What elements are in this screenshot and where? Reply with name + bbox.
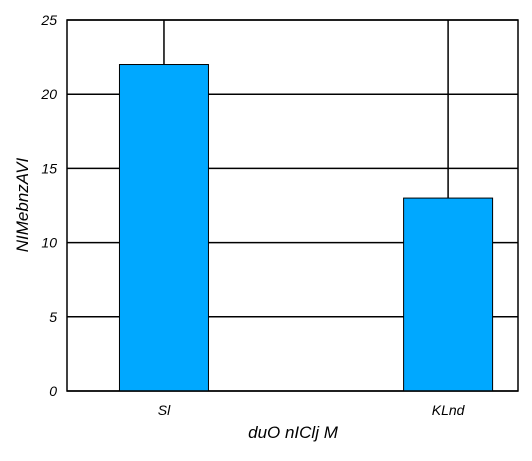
y-tick-label: 10 xyxy=(41,235,57,251)
bar-klnd xyxy=(403,197,494,392)
y-tick-label: 20 xyxy=(40,86,57,102)
bar-sl xyxy=(118,64,209,392)
x-tick-label: KLnd xyxy=(432,402,466,418)
y-tick-label: 15 xyxy=(41,160,57,176)
x-tick-label: Sl xyxy=(158,402,171,418)
x-tick-labels: Sl KLnd xyxy=(158,402,466,418)
y-tick-label: 25 xyxy=(40,12,57,28)
y-tick-label: 5 xyxy=(49,309,57,325)
y-tick-labels: 0 5 10 15 20 25 xyxy=(40,12,57,399)
plot-frame xyxy=(66,19,519,392)
plot-border xyxy=(66,19,519,392)
bars xyxy=(118,64,494,392)
y-tick-label: 0 xyxy=(49,383,57,399)
y-axis-label: NIMebnzAVI xyxy=(13,157,32,252)
x-axis-label: duO nIClj M xyxy=(248,423,339,442)
